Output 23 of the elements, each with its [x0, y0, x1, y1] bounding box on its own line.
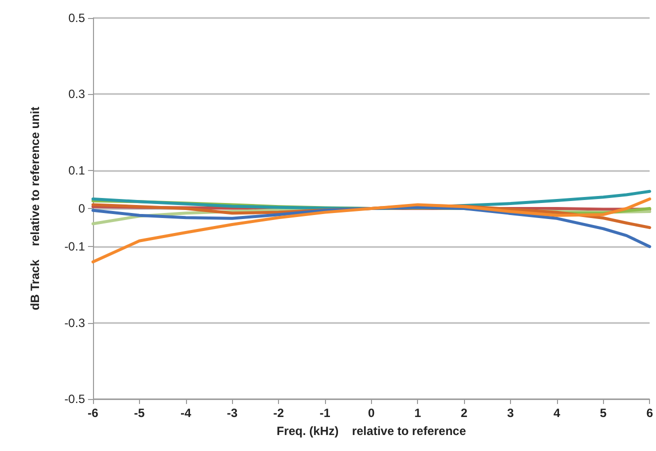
x-tick-label: -2	[273, 406, 284, 420]
y-axis-title: dB Track relative to reference unit	[28, 106, 42, 310]
x-tick-label: -6	[88, 406, 99, 420]
x-tick-label: 4	[554, 406, 561, 420]
x-tick-label: 3	[507, 406, 514, 420]
line-series	[92, 197, 652, 264]
x-axis-title: Freq. (kHz) relative to reference	[276, 424, 466, 438]
x-tick-label: -5	[134, 406, 146, 420]
y-tick-label: 0	[78, 202, 86, 216]
y-tick-label: -0.5	[64, 392, 86, 406]
x-tick-label: -1	[320, 406, 331, 420]
y-tick-label: 0.3	[68, 87, 86, 102]
y-tick-label: -0.3	[64, 316, 86, 330]
y-tick-label: -0.1	[64, 240, 86, 254]
x-tick-label: 6	[646, 406, 654, 420]
x-tick-label: -4	[180, 406, 192, 420]
y-tick-label: 0.5	[68, 11, 86, 25]
x-tick-label: -3	[226, 406, 238, 420]
x-tick-label: 5	[600, 406, 607, 420]
x-tick-label: 0	[368, 406, 375, 420]
x-tick-label: 2	[460, 406, 468, 420]
y-tick-label: 0.1	[68, 163, 86, 178]
x-tick-label: 1	[414, 406, 422, 420]
